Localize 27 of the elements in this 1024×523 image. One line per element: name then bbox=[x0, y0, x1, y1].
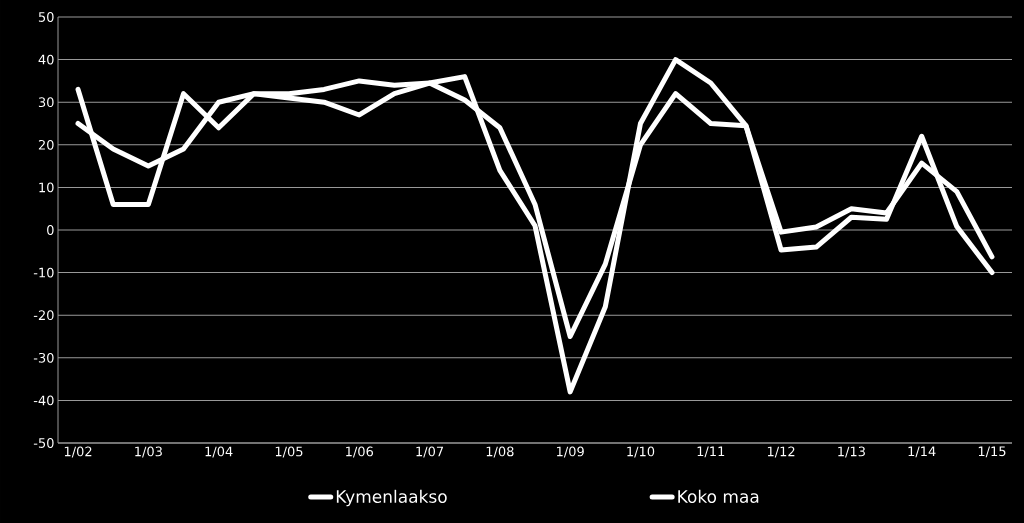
y-tick-label: 50 bbox=[38, 12, 54, 22]
x-tick-label: 1/14 bbox=[908, 446, 936, 458]
y-tick-label: 40 bbox=[38, 54, 54, 65]
x-tick-label: 1/11 bbox=[697, 446, 725, 458]
y-tick-label: -10 bbox=[33, 267, 54, 278]
x-tick-label: 1/15 bbox=[978, 446, 1006, 458]
x-tick-label: 1/05 bbox=[275, 446, 303, 458]
legend-label: Kymenlaakso bbox=[336, 489, 447, 507]
x-tick-label: 1/09 bbox=[556, 446, 584, 458]
x-tick-label: 1/13 bbox=[838, 446, 865, 458]
y-tick-label: 30 bbox=[38, 97, 54, 108]
y-tick-label: -30 bbox=[33, 352, 54, 363]
y-tick-label: -40 bbox=[33, 395, 54, 406]
x-tick-label: 1/04 bbox=[205, 446, 233, 458]
x-tick-label: 1/08 bbox=[486, 446, 514, 458]
x-tick-label: 1/10 bbox=[627, 446, 655, 458]
y-tick-label: -20 bbox=[33, 310, 54, 321]
x-tick-label: 1/03 bbox=[135, 446, 162, 458]
x-tick-label: 1/12 bbox=[767, 446, 795, 458]
y-tick-label: 20 bbox=[38, 139, 54, 150]
y-tick-label: 10 bbox=[39, 182, 54, 193]
x-tick-label: 1/07 bbox=[416, 446, 444, 458]
x-tick-label: 1/06 bbox=[346, 446, 374, 458]
y-tick-label: 0 bbox=[47, 225, 54, 235]
x-tick-label: 1/02 bbox=[64, 446, 92, 458]
y-tick-label: -50 bbox=[33, 438, 54, 448]
legend-label: Koko maa bbox=[678, 489, 759, 503]
